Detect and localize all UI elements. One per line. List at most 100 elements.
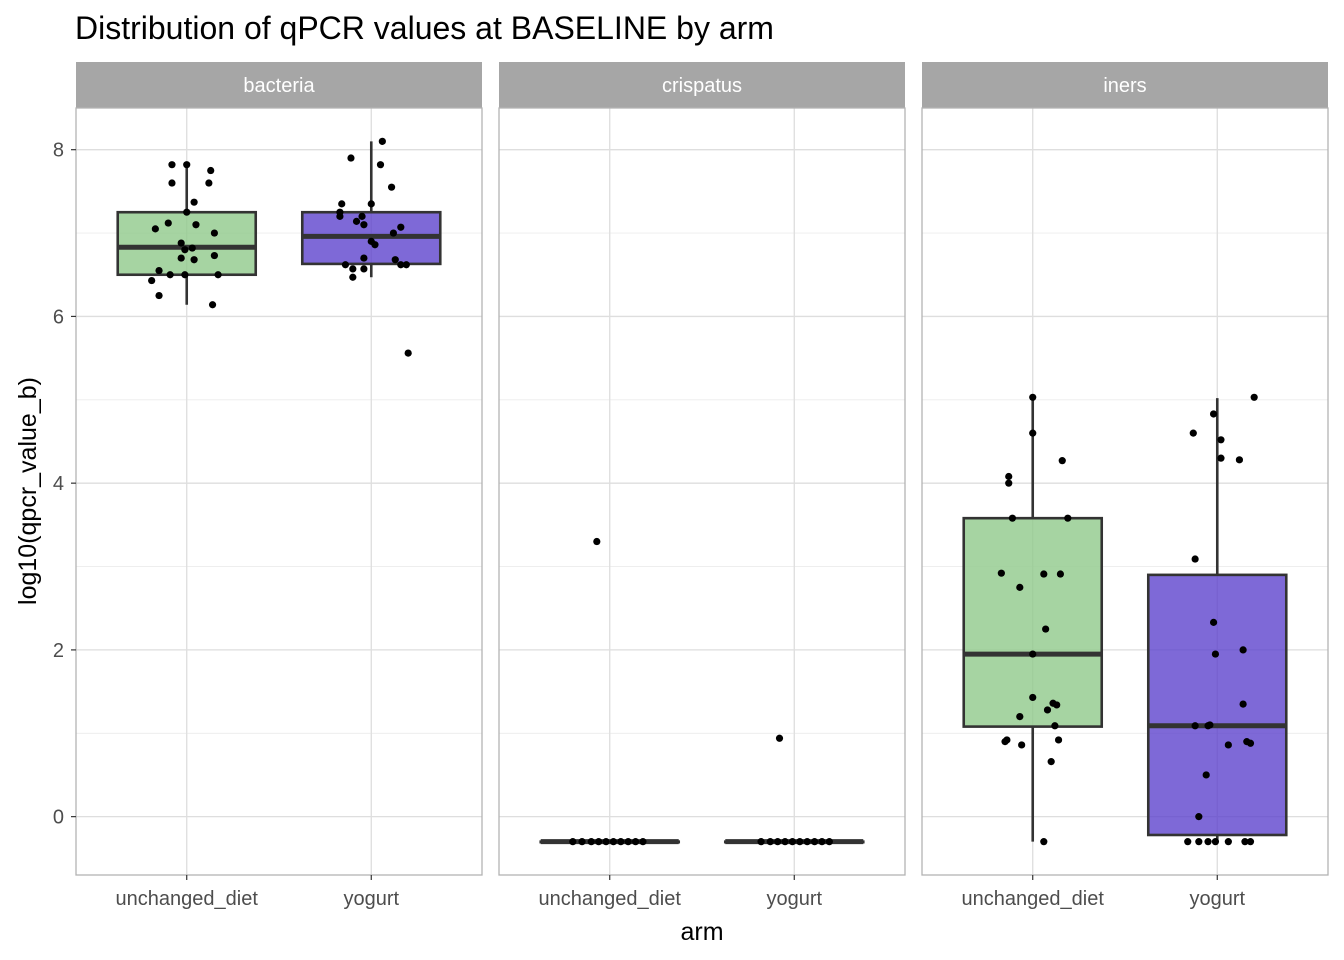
data-point xyxy=(205,179,213,187)
data-point xyxy=(1029,650,1037,658)
y-tick-label: 6 xyxy=(53,306,64,328)
panels: bacteria unchanged_diet yogurt crispatus unc… xyxy=(75,62,1329,910)
y-axis-title: log10(qpcr_value_b) xyxy=(14,377,42,605)
data-point xyxy=(397,223,405,231)
facet-panel-iners: iners unchanged_diet yogurt xyxy=(921,62,1329,910)
data-point xyxy=(371,241,379,249)
boxplot-yogurt xyxy=(300,141,442,278)
data-point xyxy=(177,239,185,247)
data-point xyxy=(168,161,176,169)
facet-strip-label: bacteria xyxy=(243,75,315,97)
data-point xyxy=(593,537,601,546)
data-point xyxy=(1051,722,1059,730)
data-point xyxy=(617,838,625,846)
data-point xyxy=(1195,838,1203,846)
panel-background xyxy=(499,108,905,875)
panel-border xyxy=(921,107,1329,876)
data-point xyxy=(1211,650,1220,658)
data-point xyxy=(391,256,399,264)
data-point xyxy=(389,229,398,237)
data-point xyxy=(1005,472,1013,481)
jitter-points xyxy=(569,537,833,846)
data-point xyxy=(151,225,159,233)
data-point xyxy=(1056,570,1065,578)
data-point xyxy=(1246,739,1255,747)
facet-panel-crispatus: crispatus unchanged_diet yogurt xyxy=(498,62,906,910)
data-point xyxy=(378,137,386,145)
data-point xyxy=(155,266,163,275)
data-point xyxy=(1209,618,1218,626)
data-point xyxy=(775,734,784,742)
data-point xyxy=(757,838,765,846)
data-point xyxy=(631,838,640,846)
data-point xyxy=(148,276,156,285)
data-point xyxy=(376,161,385,169)
chart-title: Distribution of qPCR values at BASELINE … xyxy=(75,10,774,46)
data-point xyxy=(1005,479,1013,487)
data-point xyxy=(183,161,191,169)
data-point xyxy=(1040,838,1048,846)
box-iqr xyxy=(1146,573,1288,837)
data-point xyxy=(1053,701,1061,709)
data-point xyxy=(404,349,412,357)
data-point xyxy=(602,838,610,846)
data-point xyxy=(188,244,196,252)
facet-strip xyxy=(499,62,905,108)
y-tick-label: 2 xyxy=(53,640,64,662)
data-point xyxy=(1189,429,1197,437)
jitter-points xyxy=(148,137,412,357)
data-point xyxy=(595,838,603,846)
data-point xyxy=(1217,454,1225,462)
data-point xyxy=(1043,706,1052,714)
data-point xyxy=(181,271,189,279)
data-point xyxy=(1042,625,1050,633)
data-point xyxy=(997,569,1005,577)
data-point xyxy=(1016,712,1024,721)
data-point xyxy=(1211,838,1220,846)
data-point xyxy=(1239,646,1247,654)
data-point xyxy=(1058,457,1066,465)
data-point xyxy=(164,219,172,227)
x-tick-label: unchanged_diet xyxy=(116,888,259,910)
x-tick-label: yogurt xyxy=(1189,888,1245,910)
data-point xyxy=(569,838,577,846)
data-point xyxy=(352,217,361,225)
data-point xyxy=(781,838,789,846)
boxplot-unchanged_diet xyxy=(539,839,681,845)
data-point xyxy=(1195,813,1203,821)
data-point xyxy=(639,838,647,846)
data-point xyxy=(347,154,355,162)
data-point xyxy=(210,229,219,237)
x-tick-label: unchanged_diet xyxy=(962,888,1105,910)
data-point xyxy=(1224,838,1232,846)
facet-strip xyxy=(76,62,482,108)
data-point xyxy=(1040,570,1048,578)
box-iqr xyxy=(116,210,258,277)
data-point xyxy=(1246,838,1255,846)
y-tick-label: 0 xyxy=(53,807,64,829)
data-point xyxy=(1217,436,1225,444)
data-point xyxy=(360,254,368,262)
data-point xyxy=(192,221,200,229)
data-point xyxy=(1029,429,1037,437)
x-axis-title: arm xyxy=(680,918,723,946)
data-point xyxy=(208,301,217,309)
data-point xyxy=(210,251,219,260)
data-point xyxy=(1016,583,1024,591)
panel-border xyxy=(75,107,483,876)
data-point xyxy=(1191,722,1199,730)
data-point xyxy=(1054,736,1063,744)
data-point xyxy=(1001,738,1009,746)
data-point xyxy=(214,271,222,279)
data-point xyxy=(1029,693,1037,702)
jitter-points xyxy=(997,393,1258,846)
boxplot-yogurt xyxy=(1146,398,1288,842)
data-point xyxy=(168,179,176,187)
data-point xyxy=(609,838,618,846)
data-point xyxy=(1239,700,1247,708)
data-point xyxy=(1209,410,1218,418)
data-point xyxy=(578,838,586,846)
data-point xyxy=(1184,838,1192,846)
facet-strip xyxy=(922,62,1328,108)
data-point xyxy=(336,212,344,220)
